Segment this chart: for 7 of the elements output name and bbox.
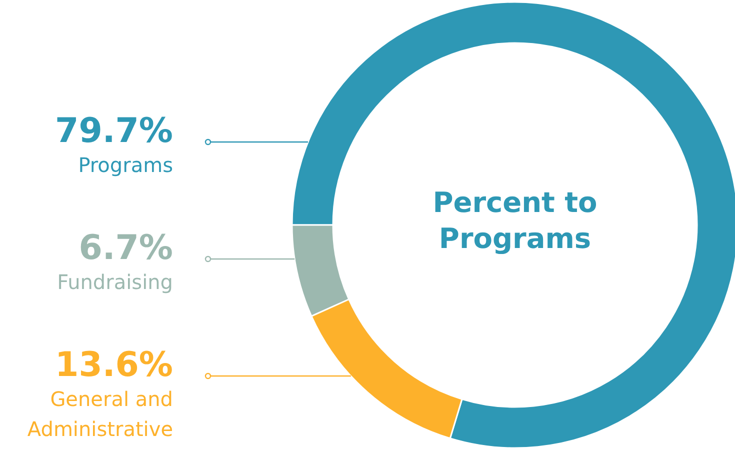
data-label: 13.6% [55, 345, 173, 385]
data-label: 6.7% [78, 228, 173, 268]
slice-label: General and Administrative [27, 387, 173, 441]
slice-label: Programs [78, 153, 173, 177]
data-label: 79.7% [55, 111, 173, 151]
text: Percent to Programs [432, 185, 598, 257]
slice-label: Fundraising [57, 270, 173, 294]
